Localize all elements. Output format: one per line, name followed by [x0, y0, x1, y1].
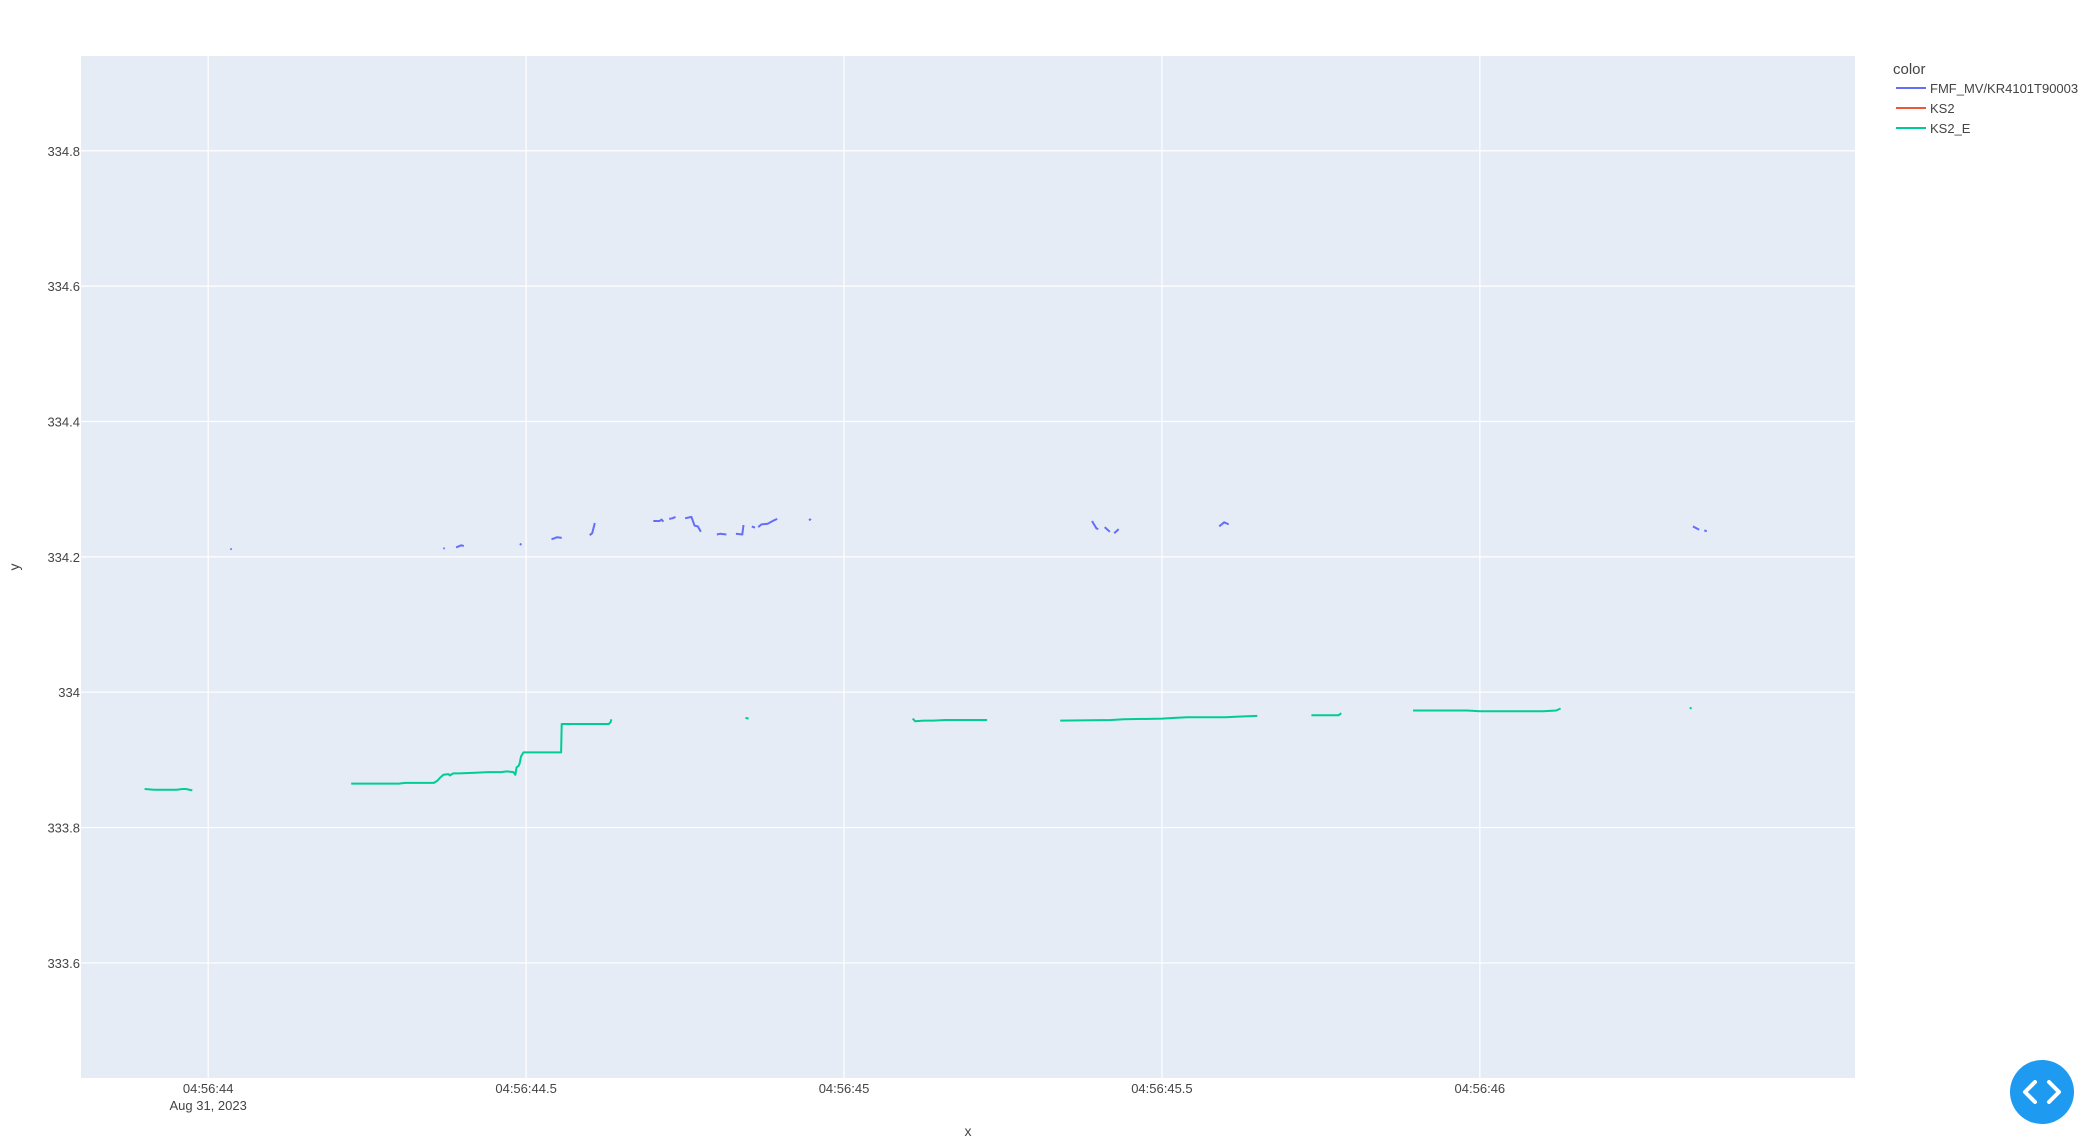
series-line-segment: [1113, 528, 1120, 534]
x-tick-label: 04:56:44: [183, 1081, 234, 1096]
series-line-segment: [1060, 714, 1258, 722]
y-axis-ticks: 333.6 333.8 334 334.2 334.4 334.6 334.8: [47, 144, 80, 971]
series-line-segment: [1413, 707, 1562, 713]
series-line-segment: [1692, 525, 1700, 531]
series-line-segment: [808, 518, 812, 522]
series-line-segment: [144, 788, 193, 792]
x-tick-label: 04:56:45.5: [1131, 1081, 1192, 1096]
series-line-segment: [1104, 526, 1111, 533]
x-tick-label: 04:56:45: [819, 1081, 870, 1096]
x-tick-label: 04:56:44.5: [495, 1081, 556, 1096]
x-tick-sublabel: Aug 31, 2023: [169, 1098, 246, 1113]
series-line-segment: [757, 517, 778, 528]
y-axis-title: y: [6, 564, 22, 571]
series-line-segment: [745, 716, 749, 720]
series-line-segment: [735, 524, 745, 536]
legend-title: color: [1893, 61, 1926, 78]
series-fmf-mv-kr4101t90003: [229, 515, 1708, 551]
code-brackets-icon: [2023, 1080, 2061, 1104]
series-line-segment: [716, 532, 727, 536]
series-line-segment: [442, 547, 446, 550]
grid: [81, 56, 1855, 1078]
series-line-segment: [1218, 521, 1230, 528]
series-line-segment: [751, 525, 756, 529]
x-axis-ticks: 04:56:44 Aug 31, 2023 04:56:44.5 04:56:45 04…: [169, 1081, 1505, 1113]
series-ks2-e: [144, 706, 1692, 792]
legend-item[interactable]: FMF_MV/KR4101T90003: [1896, 81, 2078, 96]
legend-label: KS2: [1930, 101, 1955, 116]
y-tick-label: 334.2: [47, 550, 80, 565]
y-tick-label: 334.8: [47, 144, 80, 159]
y-tick-label: 333.8: [47, 821, 80, 836]
legend-item[interactable]: KS2: [1896, 101, 1955, 116]
legend-label: KS2_E: [1930, 121, 1971, 136]
series-line-segment: [551, 536, 562, 541]
legend[interactable]: color FMF_MV/KR4101T90003 KS2 KS2_E: [1893, 61, 2078, 136]
legend-label: FMF_MV/KR4101T90003: [1930, 81, 2078, 96]
legend-item[interactable]: KS2_E: [1896, 121, 1971, 136]
y-tick-label: 333.6: [47, 956, 80, 971]
x-axis-title: x: [965, 1123, 972, 1139]
traces: [144, 515, 1708, 792]
y-tick-label: 334: [58, 685, 80, 700]
series-line-segment: [351, 719, 613, 785]
series-line-segment: [1311, 712, 1342, 717]
series-line-segment: [1091, 520, 1099, 531]
series-line-segment: [589, 522, 596, 536]
code-toggle-button[interactable]: [2010, 1060, 2074, 1124]
series-line-segment: [455, 544, 465, 549]
series-line-segment: [519, 543, 522, 546]
y-tick-label: 334.4: [47, 414, 80, 429]
plot-background: [81, 56, 1855, 1078]
series-line-segment: [653, 518, 665, 523]
series-line-segment: [1689, 706, 1692, 710]
series-line-segment: [229, 547, 233, 551]
series-line-segment: [684, 515, 702, 533]
y-tick-label: 334.6: [47, 279, 80, 294]
series-line-segment: [669, 515, 676, 520]
series-line-segment: [1704, 529, 1708, 533]
x-tick-label: 04:56:46: [1455, 1081, 1506, 1096]
series-line-segment: [911, 717, 988, 723]
